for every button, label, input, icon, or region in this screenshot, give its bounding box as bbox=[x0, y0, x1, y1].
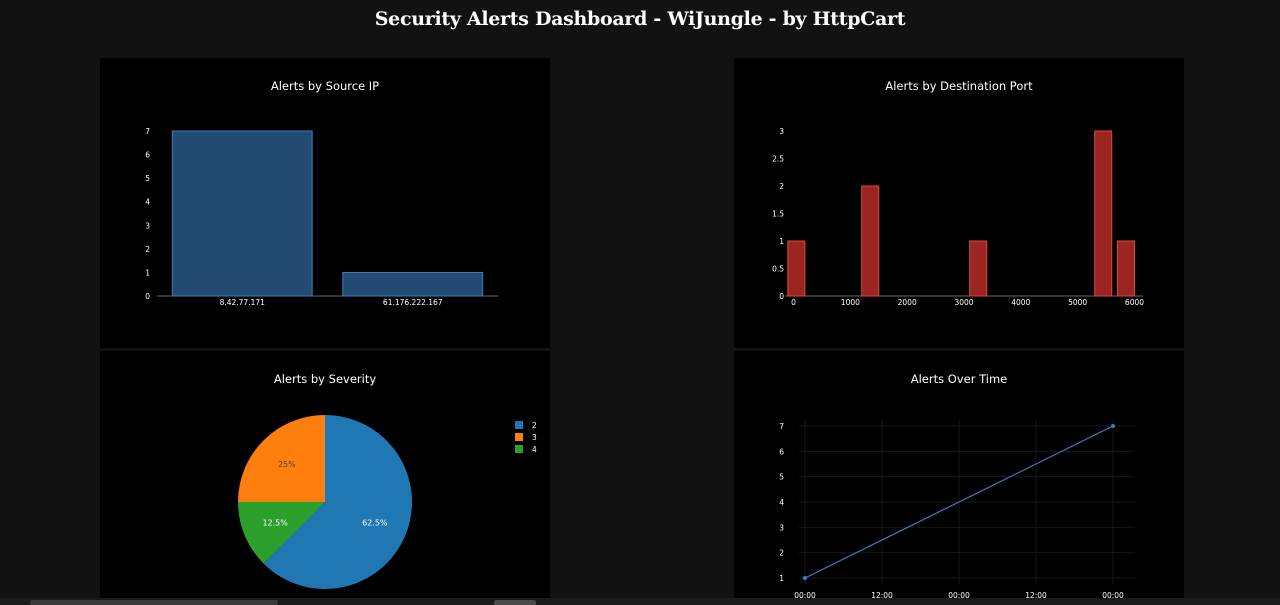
y-tick-label: 0 bbox=[145, 292, 150, 301]
x-tick-label: 6000 bbox=[1125, 298, 1144, 307]
histogram-bar bbox=[969, 240, 988, 297]
scrollbar-thumb[interactable] bbox=[494, 600, 536, 605]
y-tick-label: 5 bbox=[145, 174, 150, 183]
y-tick-label: 7 bbox=[779, 422, 784, 431]
x-tick-label: 00:00 bbox=[1102, 591, 1124, 600]
horizontal-scrollbar[interactable] bbox=[0, 598, 1280, 605]
x-tick-label: 0 bbox=[791, 298, 796, 307]
legend-label: 4 bbox=[532, 445, 537, 454]
chart-title: Alerts by Destination Port bbox=[885, 79, 1033, 93]
x-tick-label: 12:00 bbox=[1025, 591, 1047, 600]
x-tick-label: 12:00 bbox=[871, 591, 893, 600]
histogram-bar bbox=[1094, 130, 1113, 297]
legend-swatch bbox=[515, 445, 523, 453]
y-tick-label: 2.5 bbox=[772, 155, 784, 164]
bar bbox=[342, 271, 484, 297]
chart-title: Alerts by Severity bbox=[274, 372, 376, 386]
page-title: Security Alerts Dashboard - WiJungle - b… bbox=[374, 8, 906, 30]
pie-slice bbox=[238, 502, 325, 564]
y-tick-label: 3 bbox=[145, 221, 150, 230]
x-tick-label: 00:00 bbox=[948, 591, 970, 600]
alerts-over-time-line-chart: Alerts Over Time 1 2 3 4 5 6 7 00:00 12:00 00:00 12… bbox=[779, 372, 1135, 600]
histogram-bar bbox=[861, 185, 880, 297]
legend-label: 2 bbox=[532, 421, 537, 430]
destination-port-histogram: Alerts by Destination Port00.511.522.530… bbox=[772, 79, 1144, 307]
pie-slice bbox=[238, 415, 325, 502]
scrollbar-track[interactable] bbox=[30, 600, 278, 605]
bar bbox=[171, 130, 313, 297]
x-tick-label: 2000 bbox=[898, 298, 917, 307]
chart-panel-over-time: Alerts Over Time 1 2 3 4 5 6 7 00:00 12:00 00:00 12… bbox=[734, 351, 1184, 605]
pie-slice-label: 62.5% bbox=[362, 519, 388, 528]
chart-title: Alerts by Source IP bbox=[271, 79, 379, 93]
legend-label: 3 bbox=[532, 433, 537, 442]
y-tick-label: 6 bbox=[779, 447, 784, 456]
pie-slice bbox=[263, 415, 412, 589]
chart-title: Alerts Over Time bbox=[911, 372, 1007, 386]
y-tick-label: 4 bbox=[779, 498, 784, 507]
histogram-bar bbox=[1116, 240, 1135, 297]
x-tick-label: 8.42.77.171 bbox=[220, 298, 266, 307]
histogram-bar bbox=[787, 240, 806, 297]
data-point bbox=[1111, 424, 1115, 428]
data-point bbox=[803, 576, 807, 580]
y-tick-label: 7 bbox=[145, 127, 150, 136]
y-tick-label: 4 bbox=[145, 198, 150, 207]
y-tick-label: 0.5 bbox=[772, 265, 784, 274]
severity-pie-chart: Alerts by Severity 62.5% 12.5% 25% 2 3 4 bbox=[238, 372, 537, 589]
y-tick-label: 2 bbox=[779, 182, 784, 191]
source-ip-bar-chart: Alerts by Source IP 0 1 2 3 4 5 6 7 8.42.77.171 61… bbox=[145, 79, 498, 307]
chart-panel-source-ip: Alerts by Source IP 0 1 2 3 4 5 6 7 8.42.77.171 61… bbox=[100, 58, 550, 348]
series-line bbox=[804, 425, 1114, 579]
y-tick-label: 1 bbox=[145, 268, 150, 277]
legend-swatch bbox=[515, 433, 523, 441]
x-tick-label: 61.176.222.167 bbox=[383, 298, 443, 307]
x-tick-label: 5000 bbox=[1068, 298, 1087, 307]
x-tick-label: 1000 bbox=[841, 298, 860, 307]
y-tick-label: 0 bbox=[779, 292, 784, 301]
x-tick-label: 00:00 bbox=[794, 591, 816, 600]
pie-slice-label: 25% bbox=[278, 460, 296, 469]
y-tick-label: 3 bbox=[779, 523, 784, 532]
y-tick-label: 2 bbox=[145, 245, 150, 254]
y-tick-label: 1 bbox=[779, 237, 784, 246]
y-tick-label: 1.5 bbox=[772, 210, 784, 219]
y-tick-label: 3 bbox=[779, 127, 784, 136]
y-tick-label: 1 bbox=[779, 574, 784, 583]
x-tick-label: 3000 bbox=[954, 298, 973, 307]
pie-slice-label: 12.5% bbox=[262, 519, 288, 528]
y-tick-label: 5 bbox=[779, 473, 784, 482]
y-tick-label: 2 bbox=[779, 549, 784, 558]
legend-swatch bbox=[515, 421, 523, 429]
chart-panel-destination-port: Alerts by Destination Port 0 0.5 1 1.5 2 2.5 3 0… bbox=[734, 58, 1184, 348]
chart-panel-severity: Alerts by Severity 62.5% 12.5% 25% 2 3 4 bbox=[100, 351, 550, 605]
y-tick-label: 6 bbox=[145, 151, 150, 160]
x-tick-label: 4000 bbox=[1011, 298, 1030, 307]
